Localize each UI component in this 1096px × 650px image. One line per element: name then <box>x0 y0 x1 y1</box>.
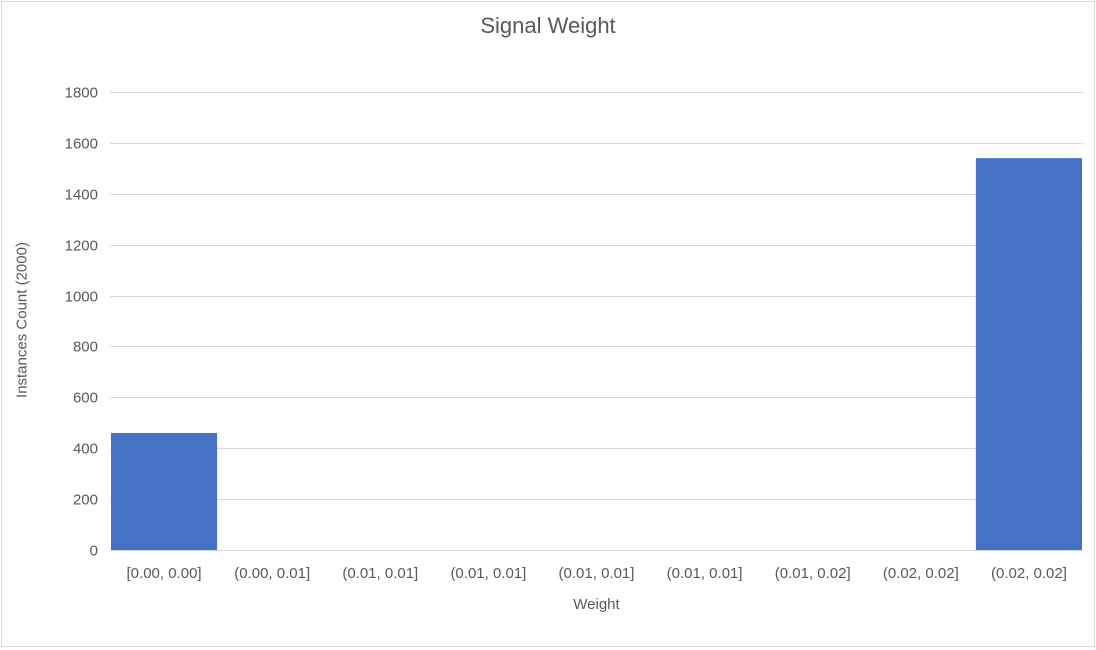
x-axis-title: Weight <box>573 596 620 613</box>
bar <box>111 432 218 550</box>
x-tick-labels: [0.00, 0.00] (0.00, 0.01] (0.01, 0.01] (0.0… <box>127 565 1067 582</box>
y-tick-labels: 0 200 400 600 800 1000 1200 1400 1600 1800 <box>65 85 98 560</box>
x-tick-label: (0.02, 0.02] <box>991 565 1067 582</box>
y-tick-label: 600 <box>73 390 98 407</box>
chart-title: Signal Weight <box>480 13 616 38</box>
x-tick-label: (0.01, 0.01] <box>342 565 418 582</box>
x-tick-label: (0.01, 0.01] <box>450 565 526 582</box>
y-tick-label: 1000 <box>65 289 98 306</box>
x-tick-label: (0.02, 0.02] <box>883 565 959 582</box>
y-tick-label: 400 <box>73 441 98 458</box>
gridlines <box>110 92 1083 551</box>
y-tick-label: 0 <box>90 543 98 560</box>
y-tick-label: 1400 <box>65 187 98 204</box>
x-tick-label: (0.01, 0.01] <box>559 565 635 582</box>
y-tick-label: 800 <box>73 339 98 356</box>
x-tick-label: (0.00, 0.01] <box>234 565 310 582</box>
y-axis-title: Instances Count (2000) <box>13 242 31 398</box>
bar <box>975 158 1082 550</box>
y-tick-label: 1800 <box>65 85 98 102</box>
x-tick-label: (0.01, 0.01] <box>667 565 743 582</box>
x-tick-label: [0.00, 0.00] <box>127 565 202 582</box>
bars <box>111 158 1082 550</box>
x-tick-label: (0.01, 0.02] <box>775 565 851 582</box>
y-tick-label: 200 <box>73 492 98 509</box>
y-tick-label: 1200 <box>65 238 98 255</box>
y-tick-label: 1600 <box>65 136 98 153</box>
